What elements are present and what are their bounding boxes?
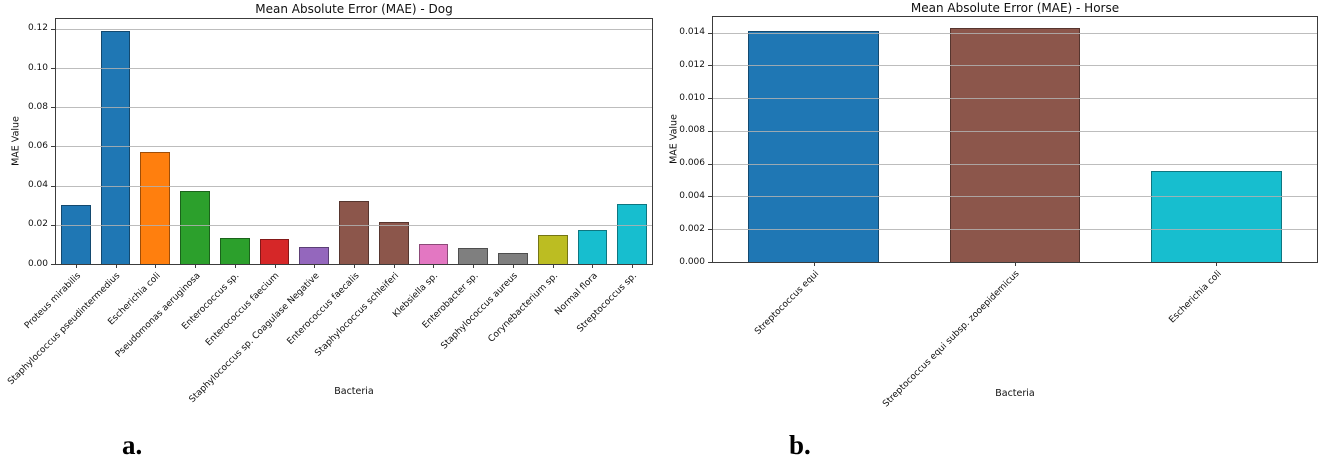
dog-gridline	[56, 185, 652, 187]
dog-y-axis-label: MAE Value	[10, 116, 22, 166]
dog-y-tick-label: 0.04	[27, 180, 48, 191]
dog-y-tick-label: 0.00	[27, 258, 48, 269]
dog-bar-11	[498, 253, 528, 264]
dog-x-tick-mark	[234, 264, 236, 268]
dog-x-tick-mark	[274, 264, 276, 268]
dog-bar-2	[140, 152, 171, 264]
dog-y-tick-mark	[51, 224, 55, 226]
dog-bar-7	[339, 201, 369, 264]
horse-y-tick-label: 0.000	[679, 256, 705, 267]
dog-y-tick-mark	[51, 28, 55, 30]
horse-y-tick-mark	[708, 65, 712, 67]
horse-gridline	[713, 130, 1317, 132]
horse-gridline	[713, 229, 1317, 231]
dog-plot-area: Proteus mirabilis Staphylococcus pseudint…	[7, 18, 653, 405]
panel-label-a: a.	[122, 430, 143, 460]
dog-y-tick-mark	[51, 146, 55, 148]
dog-gridline	[56, 224, 652, 226]
horse-gridline	[713, 163, 1317, 165]
horse-y-tick-label: 0.002	[679, 223, 705, 234]
panel-label-b: b.	[789, 430, 811, 460]
dog-y-tick-label: 0.10	[27, 62, 48, 73]
horse-x-tick-label: Escherichia coli	[1167, 269, 1224, 326]
dog-x-axis-label: Bacteria	[334, 386, 374, 397]
dog-x-tick-mark	[512, 264, 514, 268]
dog-x-tick-mark	[195, 264, 197, 268]
dog-bar-12	[537, 234, 568, 264]
dog-bar-0	[60, 205, 91, 264]
dog-bar-4	[219, 237, 250, 264]
dog-gridline	[56, 28, 652, 30]
dog-y-tick-mark	[51, 107, 55, 109]
dog-bar-3	[180, 190, 210, 264]
dog-y-tick-label: 0.06	[27, 140, 48, 151]
dog-x-tick-mark	[592, 264, 594, 268]
dog-bar-10	[458, 248, 489, 264]
horse-chart-title: Mean Absolute Error (MAE) - Horse	[910, 1, 1120, 15]
horse-bar-0	[748, 30, 880, 262]
dog-x-tick-mark	[314, 264, 316, 268]
horse-y-tick-label: 0.010	[679, 92, 705, 103]
dog-x-tick-mark	[632, 264, 634, 268]
horse-x-axis-label: Bacteria	[995, 388, 1035, 399]
dog-y-tick-mark	[51, 68, 55, 69]
dog-bar-9	[418, 244, 449, 264]
horse-y-tick-mark	[708, 163, 712, 165]
dog-x-tick-mark	[115, 264, 117, 268]
dog-x-tick-mark	[552, 264, 554, 268]
horse-y-tick-mark	[708, 262, 712, 263]
dog-gridline	[56, 68, 652, 69]
horse-gridline	[713, 98, 1317, 100]
horse-plot-area: Streptococcus equi Streptococcus equi sub…	[679, 16, 1318, 409]
horse-x-tick-mark	[1216, 262, 1218, 266]
horse-y-tick-mark	[708, 130, 712, 132]
horse-gridline	[713, 32, 1317, 34]
horse-y-tick-label: 0.004	[679, 190, 705, 201]
dog-x-tick-mark	[473, 264, 475, 268]
dog-y-tick-label: 0.02	[27, 219, 48, 230]
dog-bar-8	[378, 221, 409, 264]
horse-y-tick-mark	[708, 196, 712, 198]
dog-x-tick-mark	[75, 264, 77, 268]
dog-x-tick-mark	[433, 264, 435, 268]
dog-chart-title: Mean Absolute Error (MAE) - Dog	[255, 2, 453, 16]
dog-bar-5	[259, 238, 290, 264]
dog-x-tick-label: Enterococcus faecalis	[285, 271, 362, 347]
dog-bar-6	[299, 247, 330, 264]
horse-y-tick-mark	[708, 32, 712, 34]
horse-x-tick-mark	[813, 262, 815, 266]
dog-x-tick-label: Staphylococcus aureus	[439, 271, 521, 352]
horse-y-tick-label: 0.012	[679, 59, 705, 70]
horse-x-tick-mark	[1015, 262, 1016, 266]
horse-gridline	[713, 65, 1317, 67]
horse-y-axis-label: MAE Value	[668, 114, 680, 164]
dog-y-tick-label: 0.12	[27, 23, 48, 34]
horse-bar-2	[1150, 171, 1282, 262]
horse-y-tick-label: 0.006	[679, 158, 705, 169]
horse-y-tick-mark	[708, 98, 712, 100]
horse-y-tick-label: 0.008	[679, 125, 705, 136]
dog-y-tick-label: 0.08	[27, 101, 48, 112]
dog-x-tick-label: Enterococcus faecium	[204, 271, 282, 349]
horse-y-tick-label: 0.014	[679, 27, 705, 38]
dog-bar-13	[577, 229, 608, 264]
dog-y-tick-mark	[51, 185, 55, 187]
dog-x-tick-mark	[393, 264, 395, 268]
dog-x-tick-label: Staphylococcus schleiferi	[313, 271, 401, 359]
dog-bar-14	[617, 204, 648, 264]
horse-x-tick-label: Streptococcus equi	[752, 269, 821, 337]
horse-y-tick-mark	[708, 229, 712, 231]
horse-gridline	[713, 196, 1317, 198]
dog-y-tick-mark	[51, 264, 55, 265]
dog-gridline	[56, 107, 652, 109]
dog-x-tick-mark	[155, 264, 157, 268]
dog-gridline	[56, 146, 652, 148]
dog-x-tick-mark	[354, 264, 355, 268]
dog-x-tick-label: Corynebacterium sp.	[486, 271, 560, 345]
horse-bar-1	[949, 28, 1081, 262]
